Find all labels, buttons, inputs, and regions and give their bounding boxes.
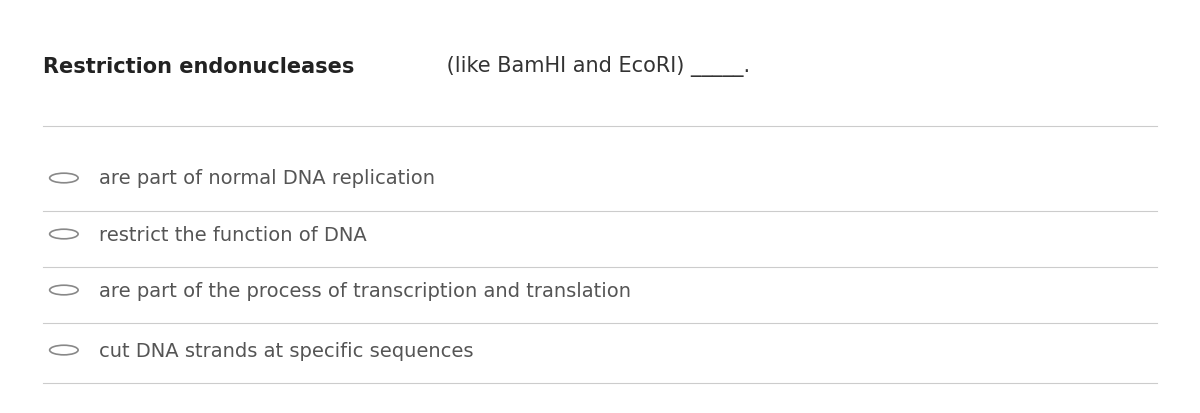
Text: restrict the function of DNA: restrict the function of DNA xyxy=(100,225,367,244)
Text: are part of the process of transcription and translation: are part of the process of transcription… xyxy=(100,281,631,300)
Text: cut DNA strands at specific sequences: cut DNA strands at specific sequences xyxy=(100,341,474,360)
Text: Restriction endonucleases: Restriction endonucleases xyxy=(42,57,354,77)
Text: (like BamHI and EcoRI) _____.: (like BamHI and EcoRI) _____. xyxy=(439,56,750,77)
Text: are part of normal DNA replication: are part of normal DNA replication xyxy=(100,169,436,188)
